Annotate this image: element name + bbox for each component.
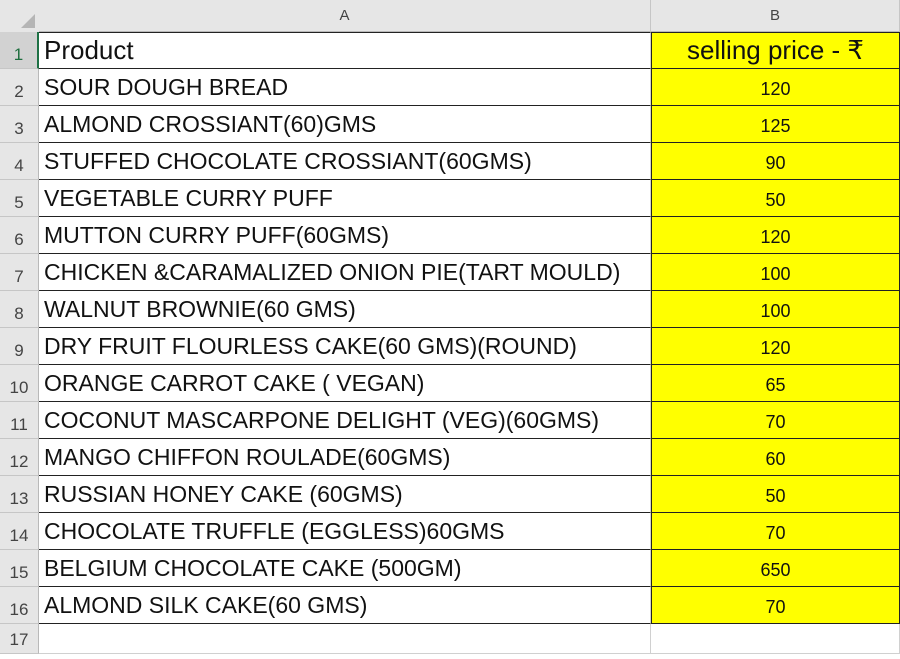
product-cell[interactable]: VEGETABLE CURRY PUFF: [39, 180, 651, 217]
price-cell[interactable]: 70: [651, 587, 900, 624]
table-row: 15 BELGIUM CHOCOLATE CAKE (500GM) 650: [0, 550, 900, 587]
row-header[interactable]: 7: [0, 254, 39, 291]
row-header[interactable]: 8: [0, 291, 39, 328]
table-row: 8 WALNUT BROWNIE(60 GMS) 100: [0, 291, 900, 328]
select-all-button[interactable]: [0, 0, 40, 33]
product-cell[interactable]: MANGO CHIFFON ROULADE(60GMS): [39, 439, 651, 476]
row-header[interactable]: 6: [0, 217, 39, 254]
row-header[interactable]: 17: [0, 624, 39, 654]
product-cell[interactable]: ORANGE CARROT CAKE ( VEGAN): [39, 365, 651, 402]
select-all-triangle-icon: [21, 14, 35, 28]
row-header[interactable]: 4: [0, 143, 39, 180]
table-row: 5 VEGETABLE CURRY PUFF 50: [0, 180, 900, 217]
product-cell[interactable]: RUSSIAN HONEY CAKE (60GMS): [39, 476, 651, 513]
row-header[interactable]: 5: [0, 180, 39, 217]
price-cell[interactable]: 70: [651, 402, 900, 439]
empty-cell-a[interactable]: [39, 624, 651, 654]
table-row: 7 CHICKEN &CARAMALIZED ONION PIE(TART MOU…: [0, 254, 900, 291]
product-cell[interactable]: MUTTON CURRY PUFF(60GMS): [39, 217, 651, 254]
empty-row: 17: [0, 624, 900, 654]
table-row: 2 SOUR DOUGH BREAD 120: [0, 69, 900, 106]
price-cell[interactable]: 120: [651, 69, 900, 106]
row-header[interactable]: 3: [0, 106, 39, 143]
table-row: 4 STUFFED CHOCOLATE CROSSIANT(60GMS) 90: [0, 143, 900, 180]
table-row: 10 ORANGE CARROT CAKE ( VEGAN) 65: [0, 365, 900, 402]
price-cell[interactable]: 120: [651, 328, 900, 365]
row-header[interactable]: 13: [0, 476, 39, 513]
header-row: 1 Product selling price - ₹: [0, 32, 900, 69]
column-header-a[interactable]: A: [39, 0, 651, 32]
product-cell[interactable]: DRY FRUIT FLOURLESS CAKE(60 GMS)(ROUND): [39, 328, 651, 365]
row-header[interactable]: 2: [0, 69, 39, 106]
cell-b1-price-header[interactable]: selling price - ₹: [651, 32, 900, 69]
product-cell[interactable]: STUFFED CHOCOLATE CROSSIANT(60GMS): [39, 143, 651, 180]
price-cell[interactable]: 100: [651, 291, 900, 328]
table-row: 6 MUTTON CURRY PUFF(60GMS) 120: [0, 217, 900, 254]
price-cell[interactable]: 65: [651, 365, 900, 402]
table-row: 3 ALMOND CROSSIANT(60)GMS 125: [0, 106, 900, 143]
table-row: 13 RUSSIAN HONEY CAKE (60GMS) 50: [0, 476, 900, 513]
table-row: 16 ALMOND SILK CAKE(60 GMS) 70: [0, 587, 900, 624]
row-header[interactable]: 9: [0, 328, 39, 365]
price-cell[interactable]: 120: [651, 217, 900, 254]
product-cell[interactable]: SOUR DOUGH BREAD: [39, 69, 651, 106]
price-cell[interactable]: 90: [651, 143, 900, 180]
price-cell[interactable]: 50: [651, 476, 900, 513]
product-cell[interactable]: CHOCOLATE TRUFFLE (EGGLESS)60GMS: [39, 513, 651, 550]
price-cell[interactable]: 60: [651, 439, 900, 476]
rows-container: 1 Product selling price - ₹ 2 SOUR DOUGH …: [0, 32, 900, 654]
table-row: 9 DRY FRUIT FLOURLESS CAKE(60 GMS)(ROUND)…: [0, 328, 900, 365]
price-cell[interactable]: 125: [651, 106, 900, 143]
product-cell[interactable]: COCONUT MASCARPONE DELIGHT (VEG)(60GMS): [39, 402, 651, 439]
cell-a1-product-header[interactable]: Product: [39, 32, 651, 69]
product-cell[interactable]: BELGIUM CHOCOLATE CAKE (500GM): [39, 550, 651, 587]
row-header[interactable]: 10: [0, 365, 39, 402]
product-cell[interactable]: ALMOND SILK CAKE(60 GMS): [39, 587, 651, 624]
product-cell[interactable]: CHICKEN &CARAMALIZED ONION PIE(TART MOUL…: [39, 254, 651, 291]
table-row: 14 CHOCOLATE TRUFFLE (EGGLESS)60GMS 70: [0, 513, 900, 550]
row-header[interactable]: 11: [0, 402, 39, 439]
row-header[interactable]: 1: [0, 32, 39, 69]
table-row: 11 COCONUT MASCARPONE DELIGHT (VEG)(60GMS…: [0, 402, 900, 439]
row-header[interactable]: 14: [0, 513, 39, 550]
price-cell[interactable]: 50: [651, 180, 900, 217]
empty-cell-b[interactable]: [651, 624, 900, 654]
price-cell[interactable]: 100: [651, 254, 900, 291]
product-cell[interactable]: WALNUT BROWNIE(60 GMS): [39, 291, 651, 328]
row-header[interactable]: 16: [0, 587, 39, 624]
row-header[interactable]: 15: [0, 550, 39, 587]
column-header-b[interactable]: B: [651, 0, 900, 32]
table-row: 12 MANGO CHIFFON ROULADE(60GMS) 60: [0, 439, 900, 476]
price-cell[interactable]: 650: [651, 550, 900, 587]
price-cell[interactable]: 70: [651, 513, 900, 550]
row-header[interactable]: 12: [0, 439, 39, 476]
product-cell[interactable]: ALMOND CROSSIANT(60)GMS: [39, 106, 651, 143]
